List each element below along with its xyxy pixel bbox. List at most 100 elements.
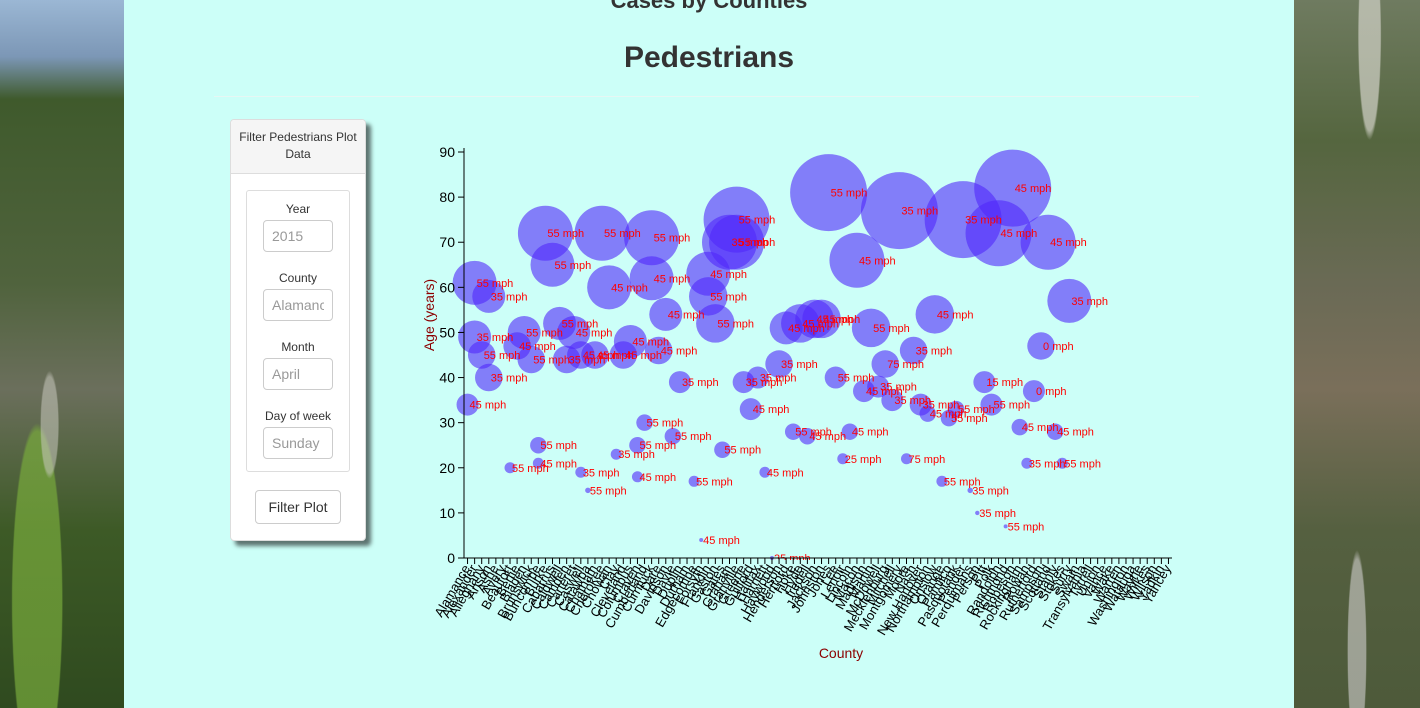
year-input[interactable] (263, 220, 333, 252)
bubble-label: 0 mph (1043, 341, 1074, 353)
county-label: County (278, 271, 318, 285)
bubble (585, 487, 591, 494)
bubble (530, 242, 575, 287)
bubble (688, 475, 700, 487)
bubble-label: 55 mph (993, 400, 1030, 412)
bubble-label: 55 mph (1008, 521, 1045, 533)
bubble (649, 297, 683, 331)
day-of-week-label: Day of week (264, 409, 332, 423)
bubble (841, 423, 859, 440)
y-axis-title: Age (years) (421, 279, 437, 351)
bubble (790, 154, 868, 232)
y-tick-label: 30 (439, 415, 455, 431)
bubble-label: 45 mph (519, 341, 556, 353)
bubble (881, 389, 904, 412)
bubble (799, 427, 816, 445)
bubble-label: 25 mph (845, 454, 882, 466)
bubble (699, 537, 704, 542)
bubble-label: 45 mph (824, 314, 861, 326)
bubble-label: 45 mph (703, 535, 740, 547)
y-tick-label: 80 (439, 189, 455, 205)
bubble-label: 55 mph (562, 318, 599, 330)
bubble (871, 350, 900, 378)
bubble (1027, 332, 1055, 360)
bubble (504, 462, 516, 474)
bubble-label: 55 mph (512, 463, 549, 475)
bubble-label: 45 mph (930, 409, 967, 421)
bubble-label: 45 mph (1015, 183, 1052, 195)
bubble (867, 375, 890, 398)
bubble-label: 35 mph (901, 206, 938, 218)
month-group: Month (247, 340, 349, 390)
bubble (851, 308, 891, 348)
bubble-label: 55 mph (739, 237, 776, 249)
bubble (765, 350, 793, 378)
bubble-label: 45 mph (654, 273, 691, 285)
bubble-layer (452, 149, 1092, 560)
bubble-label: 55 mph (639, 440, 676, 452)
bubble (517, 345, 546, 374)
bubble-label: 55 mph (604, 228, 641, 240)
bubble (1056, 457, 1068, 469)
bubble (936, 475, 948, 487)
bubble-label: 55 mph (654, 233, 691, 245)
bubble (975, 510, 980, 516)
bubble-label: 35 mph (569, 355, 606, 367)
county-input[interactable] (263, 289, 333, 321)
bubble-label: 35 mph (618, 449, 655, 461)
bubble (860, 172, 938, 250)
bubble-label: 45 mph (866, 386, 903, 398)
bubble (1020, 214, 1076, 270)
year-group: Year (247, 202, 349, 252)
bubble-label: 45 mph (611, 282, 648, 294)
day-of-week-input[interactable] (263, 427, 333, 459)
bubble-label: 45 mph (632, 336, 669, 348)
bubble (472, 279, 506, 313)
bubble (610, 448, 622, 460)
bubble-label: 35 mph (760, 373, 797, 385)
bubble (557, 315, 591, 349)
bubble-label: 45 mph (852, 427, 889, 439)
x-axis-title: County (819, 645, 863, 661)
bubble (974, 149, 1052, 227)
background-photo-right (1294, 0, 1420, 708)
bubble (739, 398, 762, 421)
bubble-label: 55 mph (555, 260, 592, 272)
bubble-label: 55 mph (484, 350, 521, 362)
bubble-label: 45 mph (668, 309, 705, 321)
day-of-week-group: Day of week (247, 409, 349, 459)
bubble-label: 55 mph (675, 431, 712, 443)
bubble (980, 393, 1003, 416)
bubble-label: 45 mph (540, 458, 577, 470)
filter-plot-button[interactable]: Filter Plot (255, 490, 341, 524)
y-tick-label: 20 (439, 460, 455, 476)
bubble (967, 487, 973, 494)
bubble (668, 371, 691, 394)
bubble-label: 55 mph (944, 476, 981, 488)
bubble-label: 55 mph (477, 278, 514, 290)
bubble (899, 336, 928, 365)
month-label: Month (281, 340, 315, 354)
bubble-label: 45 mph (859, 255, 896, 267)
bubble-label: 45 mph (802, 318, 839, 330)
bubble (837, 453, 849, 465)
bubble-label: 45 mph (753, 404, 790, 416)
y-axis: 0 10 20 30 40 50 60 70 80 90 (439, 144, 465, 566)
bubble (1003, 524, 1008, 529)
filter-card: Filter Pedestrians Plot Data Year County… (230, 119, 366, 541)
filter-header: Filter Pedestrians Plot Data (231, 120, 365, 174)
bubble-label: 55 mph (547, 228, 584, 240)
bubble-label: 55 mph (710, 291, 747, 303)
bubble-label: 45 mph (1022, 422, 1059, 434)
bubble-label: 55 mph (1064, 458, 1101, 470)
bubble-label: 55 mph (831, 188, 868, 200)
bubble (574, 205, 630, 261)
y-tick-label: 10 (439, 505, 455, 521)
bubble (587, 265, 632, 310)
county-group: County (247, 271, 349, 321)
month-input[interactable] (263, 358, 333, 390)
bubble (532, 457, 544, 469)
bubble-label: 55 mph (590, 485, 627, 497)
bubble-label: 55 mph (724, 445, 761, 457)
bubble (581, 341, 609, 369)
